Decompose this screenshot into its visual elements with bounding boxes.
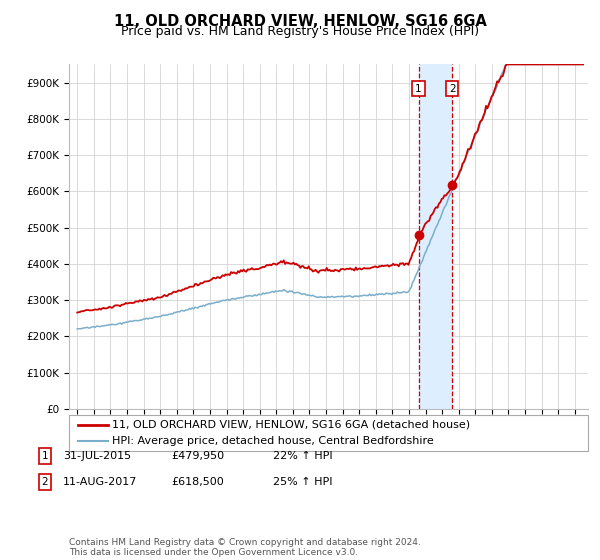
Text: £618,500: £618,500	[171, 477, 224, 487]
Text: 22% ↑ HPI: 22% ↑ HPI	[273, 451, 332, 461]
Text: Price paid vs. HM Land Registry's House Price Index (HPI): Price paid vs. HM Land Registry's House …	[121, 25, 479, 38]
Text: 2: 2	[449, 83, 455, 94]
Text: £479,950: £479,950	[171, 451, 224, 461]
Text: 25% ↑ HPI: 25% ↑ HPI	[273, 477, 332, 487]
Text: 2: 2	[41, 477, 49, 487]
Text: 31-JUL-2015: 31-JUL-2015	[63, 451, 131, 461]
Text: 1: 1	[41, 451, 49, 461]
Bar	[419, 64, 452, 409]
Text: 11-AUG-2017: 11-AUG-2017	[63, 477, 137, 487]
Text: 11, OLD ORCHARD VIEW, HENLOW, SG16 6GA: 11, OLD ORCHARD VIEW, HENLOW, SG16 6GA	[113, 14, 487, 29]
Text: HPI: Average price, detached house, Central Bedfordshire: HPI: Average price, detached house, Cent…	[112, 436, 434, 446]
Text: Contains HM Land Registry data © Crown copyright and database right 2024.
This d: Contains HM Land Registry data © Crown c…	[69, 538, 421, 557]
Text: 11, OLD ORCHARD VIEW, HENLOW, SG16 6GA (detached house): 11, OLD ORCHARD VIEW, HENLOW, SG16 6GA (…	[112, 420, 470, 430]
Text: 1: 1	[415, 83, 422, 94]
